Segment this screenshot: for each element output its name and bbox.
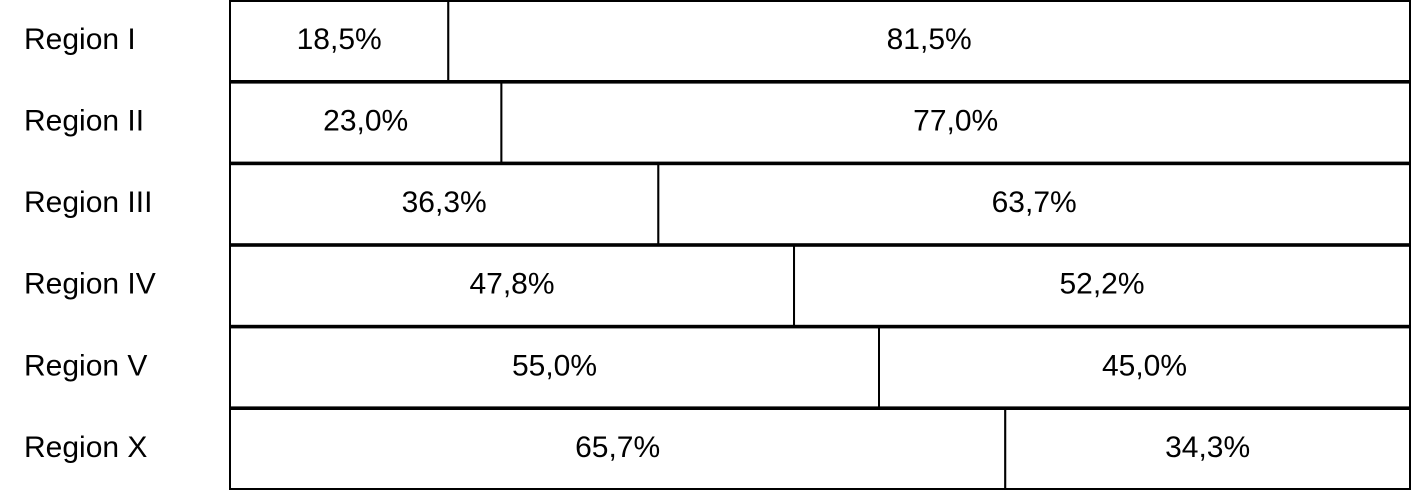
value-label: 36,3%	[402, 186, 487, 219]
bar-segment	[1004, 408, 1411, 490]
bar-segment	[447, 0, 1411, 82]
category-label: Region V	[24, 349, 147, 382]
bar-segment	[657, 163, 1411, 246]
category-label: Region II	[24, 105, 144, 138]
value-label: 45,0%	[1102, 349, 1187, 382]
value-label: 65,7%	[575, 431, 660, 464]
value-label: 18,5%	[297, 23, 382, 56]
value-label: 47,8%	[469, 268, 554, 301]
bar-segment	[229, 81, 503, 164]
value-label: 23,0%	[323, 105, 408, 138]
value-label: 63,7%	[992, 186, 1077, 219]
bar-segment	[229, 326, 880, 409]
bar-segment	[793, 244, 1411, 327]
category-label: Region I	[24, 23, 136, 56]
value-label: 55,0%	[512, 349, 597, 382]
value-label: 77,0%	[913, 105, 998, 138]
bar-segment	[229, 244, 796, 327]
value-label: 34,3%	[1165, 431, 1250, 464]
category-label: Region IV	[24, 268, 156, 301]
category-label: Region III	[24, 186, 152, 219]
bar-segment	[229, 163, 660, 246]
value-label: 81,5%	[887, 23, 972, 56]
value-label: 52,2%	[1059, 268, 1144, 301]
category-label: Region X	[24, 431, 147, 464]
bar-segment	[229, 0, 450, 82]
bar-segment	[878, 326, 1411, 409]
bar-segment	[500, 81, 1411, 164]
